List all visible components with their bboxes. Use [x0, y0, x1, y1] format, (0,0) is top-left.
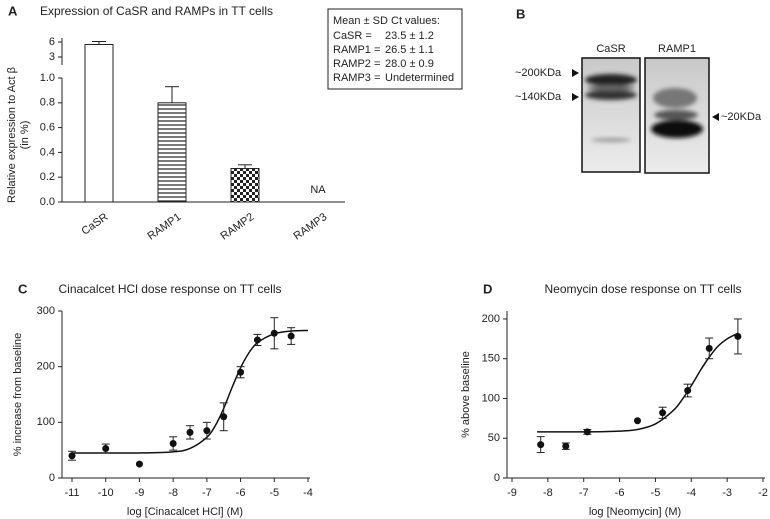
x-tick-label: CaSR — [79, 211, 110, 238]
marker-label: ~140KDa — [515, 91, 562, 103]
x-tick-label: -11 — [64, 487, 79, 499]
blot-bands — [585, 74, 703, 142]
table-cell: RAMP1 = — [333, 44, 380, 56]
y-axis-label: % increase from baseline — [12, 333, 24, 457]
point — [203, 427, 211, 435]
point — [705, 344, 713, 352]
point — [68, 452, 76, 460]
x-axis-label: log [Cinacalcet HCl] (M) — [127, 506, 243, 518]
x-tick-label: -5 — [651, 487, 661, 499]
y-tick-label: 0 — [494, 472, 500, 484]
y-tick-label: 3 — [49, 51, 55, 63]
y-tick-label: 150 — [482, 353, 500, 365]
bar — [157, 102, 187, 203]
y-axis-label: Relative expression to Act β — [6, 67, 18, 203]
point — [734, 332, 742, 340]
point — [659, 409, 667, 417]
y-tick-label: 0.8 — [40, 97, 55, 109]
table-title: Mean ± SD Ct values: — [333, 15, 440, 27]
x-tick-label: -3 — [722, 487, 732, 499]
table-box — [327, 8, 463, 90]
point — [186, 428, 194, 436]
point — [562, 442, 570, 450]
y-tick-label: 100 — [482, 392, 500, 404]
y-tick-label: 0.2 — [40, 171, 55, 183]
chart-title: Cinacalcet HCl dose response on TT cells — [59, 282, 282, 296]
y-axis-label: (in %) — [19, 121, 31, 150]
y-tick-label: 100 — [37, 416, 55, 428]
y-tick-label: 50 — [488, 432, 500, 444]
point — [270, 329, 278, 337]
point — [287, 332, 295, 340]
table-cell: 23.5 ± 1.2 — [385, 30, 434, 42]
chart-title: Neomycin dose response on TT cells — [545, 282, 742, 296]
table-cell: CaSR = — [333, 30, 372, 42]
x-tick-label: -6 — [615, 487, 625, 499]
y-tick-label: 200 — [37, 361, 55, 373]
x-tick-label: RAMP1 — [145, 211, 183, 243]
table-cell: 28.0 ± 0.9 — [385, 58, 434, 70]
x-tick-label: -9 — [507, 487, 517, 499]
x-tick-label: -4 — [686, 487, 696, 499]
x-tick-label: -6 — [236, 487, 246, 499]
x-tick-label: -10 — [98, 487, 114, 499]
lane-label: RAMP1 — [658, 43, 696, 55]
x-axis-label: log [Neomycin] (M) — [589, 506, 681, 518]
point — [169, 439, 177, 447]
y-tick-label: 300 — [37, 305, 55, 317]
point — [634, 417, 641, 425]
panel-letter: A — [8, 3, 18, 18]
table-cell: 26.5 ± 1.1 — [385, 44, 434, 56]
y-axis-label: % above baseline — [460, 351, 472, 438]
bar — [230, 168, 260, 203]
point — [237, 368, 245, 376]
table-cell: RAMP3 = — [333, 72, 380, 84]
x-tick-label: -2 — [758, 487, 768, 499]
bar — [84, 44, 114, 203]
x-tick-label: -8 — [168, 487, 178, 499]
y-tick-label: 0.0 — [40, 196, 55, 208]
x-tick-label: -9 — [135, 487, 145, 499]
point — [684, 387, 692, 395]
x-tick-label: RAMP2 — [218, 211, 256, 243]
fit-curve — [537, 332, 739, 433]
blot: B CaSR RAMP1 ~200KDa ~140KDa ~20KDa — [515, 6, 762, 174]
point — [135, 460, 143, 468]
panel-letter: D — [483, 281, 492, 296]
y-tick-label: 0.6 — [40, 122, 55, 134]
y-tick-label: 6 — [49, 36, 55, 48]
point — [253, 336, 261, 344]
value-label: NA — [310, 184, 326, 196]
point — [220, 413, 228, 421]
table-cell: RAMP2 = — [333, 58, 380, 70]
y-tick-label: 0 — [49, 472, 55, 484]
point — [583, 428, 591, 436]
marker-label: ~20KDa — [721, 111, 762, 123]
y-tick-label: 200 — [482, 313, 500, 325]
x-tick-label: -8 — [543, 487, 553, 499]
x-tick-label: -5 — [269, 487, 279, 499]
panel-letter: C — [18, 281, 28, 296]
lane-label: CaSR — [596, 43, 625, 55]
table-cell: Undetermined — [385, 72, 454, 84]
y-tick-label: 1.0 — [40, 72, 55, 84]
x-tick-label: -4 — [303, 487, 313, 499]
point — [102, 444, 110, 452]
x-tick-label: -7 — [202, 487, 212, 499]
y-tick-label: 0.4 — [40, 146, 55, 158]
point — [537, 441, 545, 449]
x-tick-label: -7 — [579, 487, 589, 499]
chart-title: Expression of CaSR and RAMPs in TT cells — [40, 4, 273, 18]
marker-label: ~200KDa — [515, 67, 562, 79]
panel-letter: B — [516, 6, 525, 21]
x-tick-label: RAMP3 — [291, 211, 329, 243]
